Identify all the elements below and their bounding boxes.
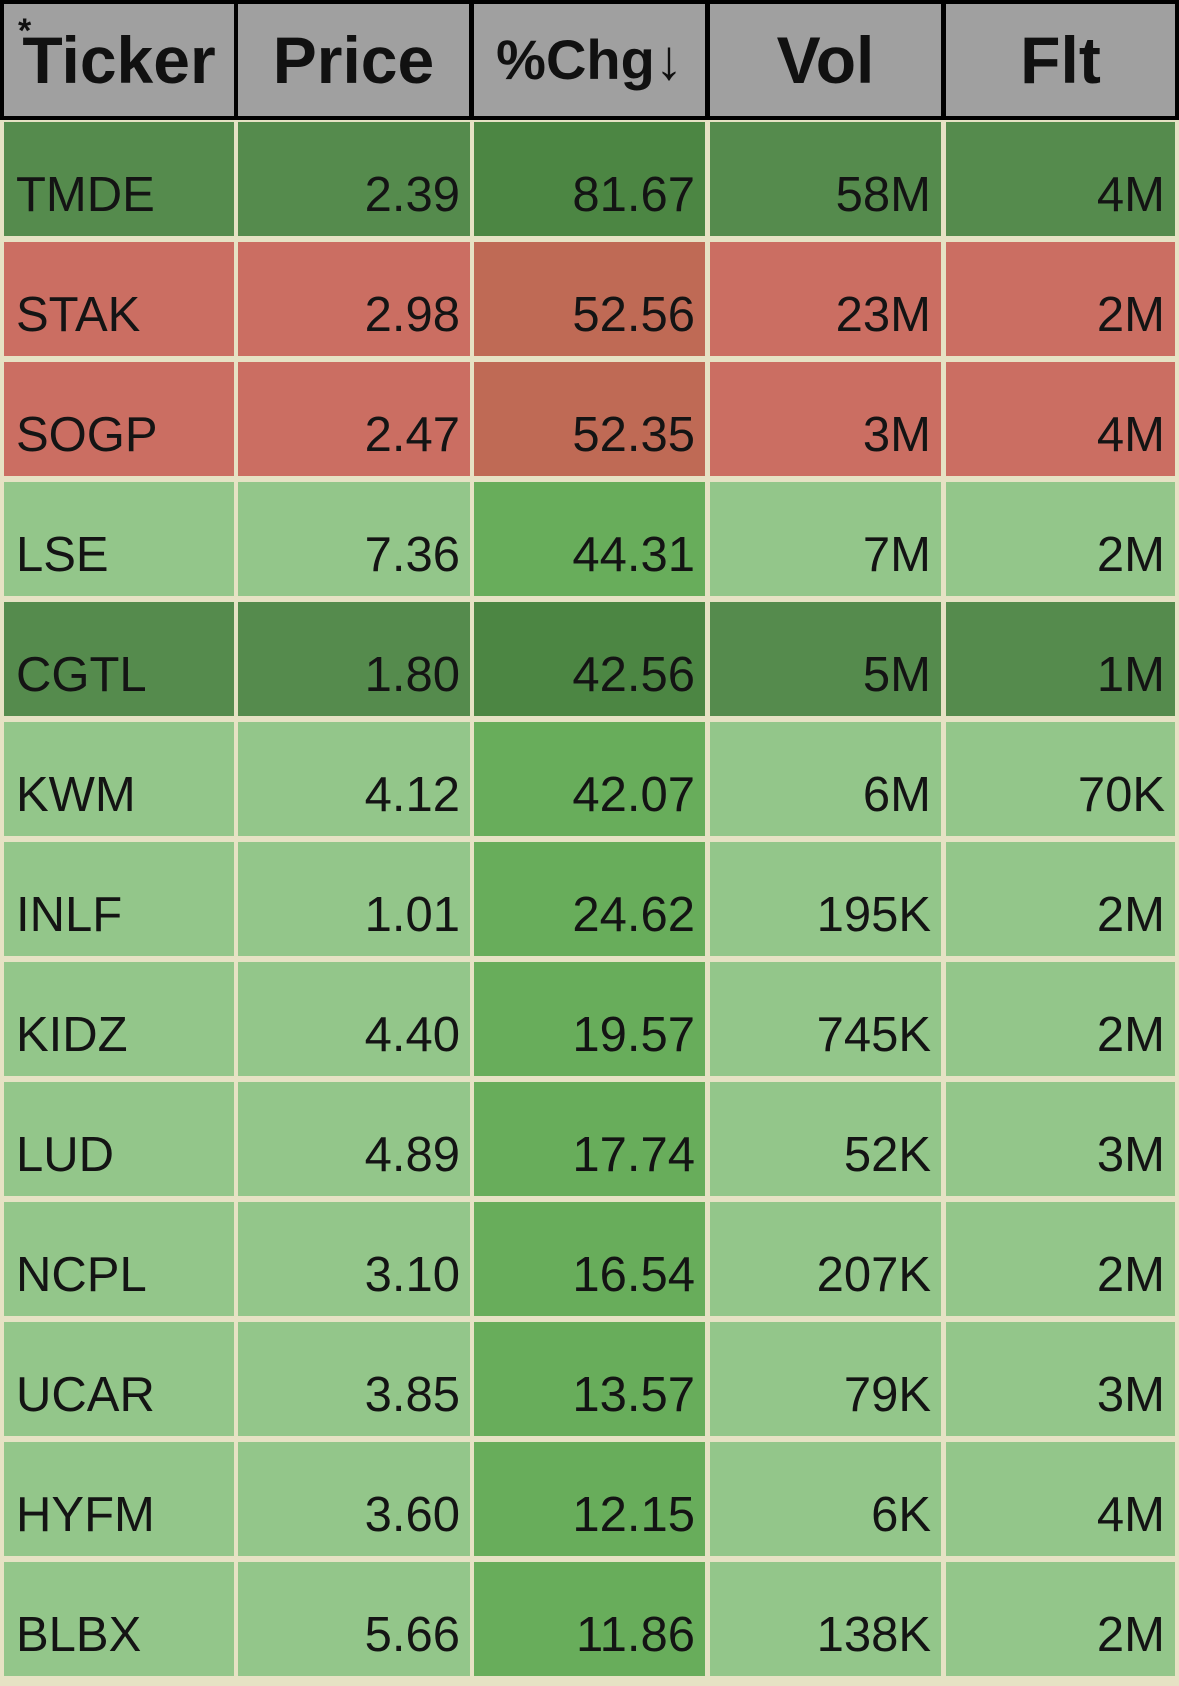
table-row[interactable]: TMDE 2.39 81.67 58M 4M — [0, 122, 1179, 236]
cell-price: 1.80 — [238, 602, 470, 716]
header-price[interactable]: Price — [238, 4, 469, 116]
table-row[interactable]: BLBX 5.66 11.86 138K 2M — [0, 1562, 1179, 1676]
cell-flt: 2M — [946, 842, 1175, 956]
header-vol-label: Vol — [776, 23, 875, 97]
cell-ticker: LSE — [4, 482, 234, 596]
cell-chg: 44.31 — [474, 482, 705, 596]
cell-chg: 81.67 — [474, 122, 705, 236]
cell-vol: 3M — [710, 362, 941, 476]
cell-chg: 24.62 — [474, 842, 705, 956]
cell-ticker: STAK — [4, 242, 234, 356]
cell-vol: 195K — [710, 842, 941, 956]
header-price-label: Price — [272, 23, 435, 97]
cell-chg: 42.56 — [474, 602, 705, 716]
table-row[interactable]: KIDZ 4.40 19.57 745K 2M — [0, 962, 1179, 1076]
cell-price: 1.01 — [238, 842, 470, 956]
cell-flt: 3M — [946, 1322, 1175, 1436]
cell-flt: 1M — [946, 602, 1175, 716]
cell-flt: 2M — [946, 482, 1175, 596]
cell-flt: 4M — [946, 1442, 1175, 1556]
cell-chg: 17.74 — [474, 1082, 705, 1196]
cell-flt: 2M — [946, 1562, 1175, 1676]
cell-price: 3.10 — [238, 1202, 470, 1316]
cell-chg: 19.57 — [474, 962, 705, 1076]
table-row[interactable]: SOGP 2.47 52.35 3M 4M — [0, 362, 1179, 476]
table-row[interactable]: KWM 4.12 42.07 6M 70K — [0, 722, 1179, 836]
header-chg[interactable]: %Chg↓ — [474, 4, 705, 116]
cell-ticker: NCPL — [4, 1202, 234, 1316]
cell-vol: 23M — [710, 242, 941, 356]
cell-vol: 7M — [710, 482, 941, 596]
cell-vol: 5M — [710, 602, 941, 716]
cell-vol: 138K — [710, 1562, 941, 1676]
cell-price: 7.36 — [238, 482, 470, 596]
header-flt-label: Flt — [1020, 23, 1101, 97]
cell-ticker: SOGP — [4, 362, 234, 476]
header-flt[interactable]: Flt — [946, 4, 1175, 116]
cell-price: 3.85 — [238, 1322, 470, 1436]
cell-flt: 4M — [946, 362, 1175, 476]
table-header: * Ticker Price %Chg↓ Vol Flt — [0, 0, 1179, 120]
cell-price: 3.60 — [238, 1442, 470, 1556]
cell-flt: 2M — [946, 242, 1175, 356]
cell-vol: 745K — [710, 962, 941, 1076]
cell-vol: 6M — [710, 722, 941, 836]
cell-price: 4.12 — [238, 722, 470, 836]
cell-vol: 58M — [710, 122, 941, 236]
cell-price: 4.40 — [238, 962, 470, 1076]
cell-flt: 4M — [946, 122, 1175, 236]
cell-ticker: KIDZ — [4, 962, 234, 1076]
table-row[interactable]: NCPL 3.10 16.54 207K 2M — [0, 1202, 1179, 1316]
cell-flt: 2M — [946, 962, 1175, 1076]
cell-flt: 3M — [946, 1082, 1175, 1196]
header-vol[interactable]: Vol — [710, 4, 941, 116]
cell-chg: 42.07 — [474, 722, 705, 836]
cell-price: 2.98 — [238, 242, 470, 356]
table-row[interactable]: CGTL 1.80 42.56 5M 1M — [0, 602, 1179, 716]
cell-chg: 11.86 — [474, 1562, 705, 1676]
cell-ticker: KWM — [4, 722, 234, 836]
table-row[interactable]: STAK 2.98 52.56 23M 2M — [0, 242, 1179, 356]
cell-ticker: LUD — [4, 1082, 234, 1196]
cell-vol: 52K — [710, 1082, 941, 1196]
cell-vol: 79K — [710, 1322, 941, 1436]
cell-vol: 6K — [710, 1442, 941, 1556]
cell-price: 5.66 — [238, 1562, 470, 1676]
cell-ticker: BLBX — [4, 1562, 234, 1676]
cell-price: 2.47 — [238, 362, 470, 476]
table-row[interactable]: LSE 7.36 44.31 7M 2M — [0, 482, 1179, 596]
header-chg-label: %Chg↓ — [496, 28, 683, 91]
cell-ticker: INLF — [4, 842, 234, 956]
cell-ticker: TMDE — [4, 122, 234, 236]
cell-chg: 16.54 — [474, 1202, 705, 1316]
sort-marker: * — [18, 12, 32, 50]
cell-chg: 52.35 — [474, 362, 705, 476]
table-row[interactable]: HYFM 3.60 12.15 6K 4M — [0, 1442, 1179, 1556]
table-row[interactable]: LUD 4.89 17.74 52K 3M — [0, 1082, 1179, 1196]
cell-chg: 13.57 — [474, 1322, 705, 1436]
table-row[interactable]: UCAR 3.85 13.57 79K 3M — [0, 1322, 1179, 1436]
header-ticker[interactable]: * Ticker — [4, 4, 234, 116]
cell-flt: 2M — [946, 1202, 1175, 1316]
header-ticker-label: Ticker — [22, 23, 216, 97]
table-row[interactable]: INLF 1.01 24.62 195K 2M — [0, 842, 1179, 956]
cell-flt: 70K — [946, 722, 1175, 836]
cell-ticker: HYFM — [4, 1442, 234, 1556]
cell-ticker: UCAR — [4, 1322, 234, 1436]
cell-vol: 207K — [710, 1202, 941, 1316]
cell-ticker: CGTL — [4, 602, 234, 716]
cell-chg: 52.56 — [474, 242, 705, 356]
cell-price: 2.39 — [238, 122, 470, 236]
cell-chg: 12.15 — [474, 1442, 705, 1556]
cell-price: 4.89 — [238, 1082, 470, 1196]
